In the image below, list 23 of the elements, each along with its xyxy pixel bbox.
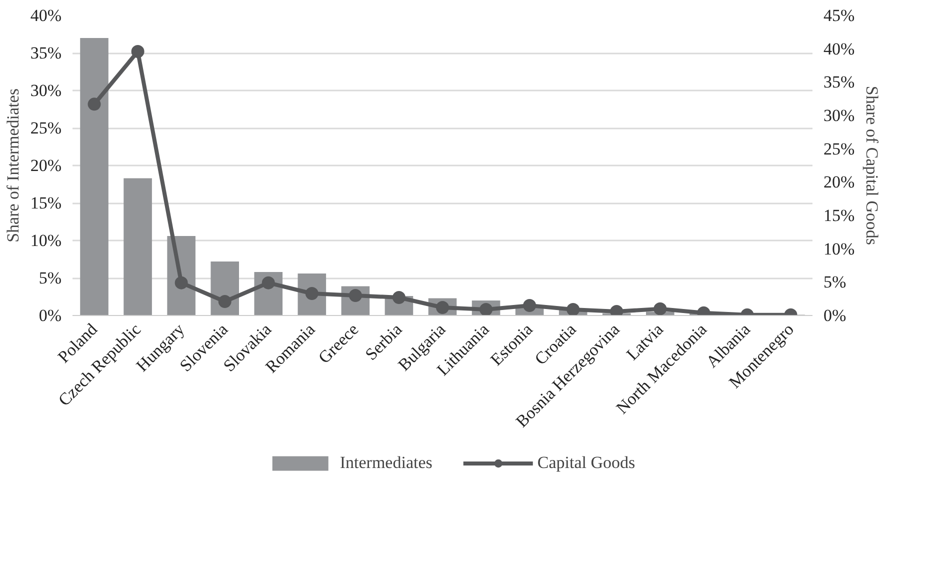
y-tick-label: 0% [38,306,62,325]
y2-tick-label: 0% [824,306,846,325]
y2-tick-label: 15% [824,206,855,225]
legend-label: Capital Goods [537,452,636,472]
y-tick-label: 10% [30,231,62,250]
y-tick-label: 35% [30,44,62,62]
y-tick-label: 25% [30,118,62,138]
y2-tick-label: 25% [824,139,855,158]
y-axis-title: Share of Intermediates [3,88,22,242]
y2-tick-label: 40% [824,39,855,58]
y2-tick-label: 5% [824,272,846,292]
y-tick-label: 30% [30,81,62,100]
y2-axis-title: Share of Capital Goods [862,86,882,246]
y-tick-label: 15% [30,194,62,212]
legend-label: Intermediates [340,452,432,472]
y-tick-label: 20% [30,156,62,175]
y2-tick-label: 35% [824,72,855,92]
y2-tick-label: 10% [824,239,855,258]
y2-tick-label: 20% [824,172,855,192]
y2-tick-label: 45% [824,6,855,25]
y-tick-label: 40% [30,6,62,25]
y-tick-label: 5% [38,268,62,288]
y2-tick-label: 30% [824,106,855,125]
